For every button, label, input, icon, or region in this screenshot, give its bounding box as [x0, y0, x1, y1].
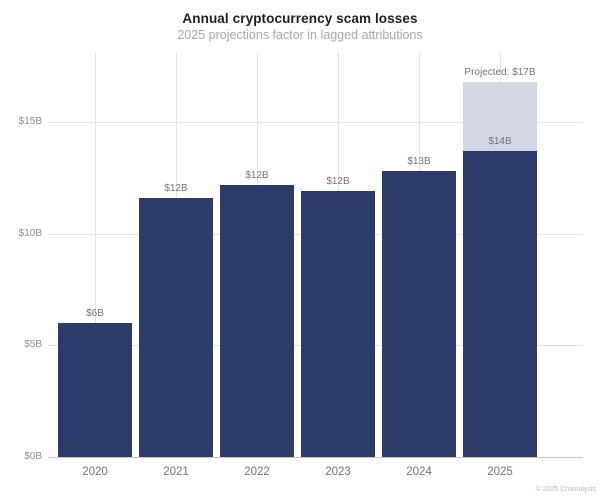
bar-value-label-2022: $12B [245, 169, 269, 181]
x-tick-label-2022: 2022 [244, 466, 270, 478]
bar-2020 [58, 323, 132, 457]
bar-value-label-2024: $13B [407, 156, 431, 168]
bar-value-label-2020: $6B [86, 308, 104, 319]
y-tick-label-$0B: $0B [24, 451, 42, 462]
y-tick-label-$15B: $15B [18, 116, 42, 127]
gridline-h-$0B [48, 457, 583, 458]
x-tick-label-2020: 2020 [82, 466, 108, 478]
y-tick-label-$5B: $5B [24, 339, 42, 351]
gridline-h-$15B [48, 122, 583, 123]
x-tick-label-2024: 2024 [406, 466, 432, 478]
x-tick-label-2025: 2025 [487, 466, 513, 478]
bar-projection-2025 [463, 81, 537, 152]
y-tick-label-$10B: $10B [18, 227, 42, 239]
bar-2022 [220, 184, 294, 457]
x-tick-label-2021: 2021 [163, 466, 189, 478]
gridline-v-2020 [95, 53, 96, 457]
projection-label-2025: Projected: $17B [464, 66, 536, 78]
bar-value-label-2021: $12B [164, 182, 188, 194]
bar-2024 [382, 171, 456, 457]
bar-2025 [463, 151, 537, 457]
x-tick-label-2023: 2023 [325, 466, 351, 478]
bar-value-label-2023: $12B [326, 176, 350, 188]
chart-title: Annual cryptocurrency scam losses [182, 11, 418, 26]
bar-value-label-2025: $14B [488, 136, 512, 148]
bar-2021 [139, 197, 213, 457]
bar-2023 [301, 191, 375, 457]
copyright-text: © 2025 Chainalysis [535, 486, 596, 493]
chart-subtitle: 2025 projections factor in lagged attrib… [177, 28, 423, 42]
